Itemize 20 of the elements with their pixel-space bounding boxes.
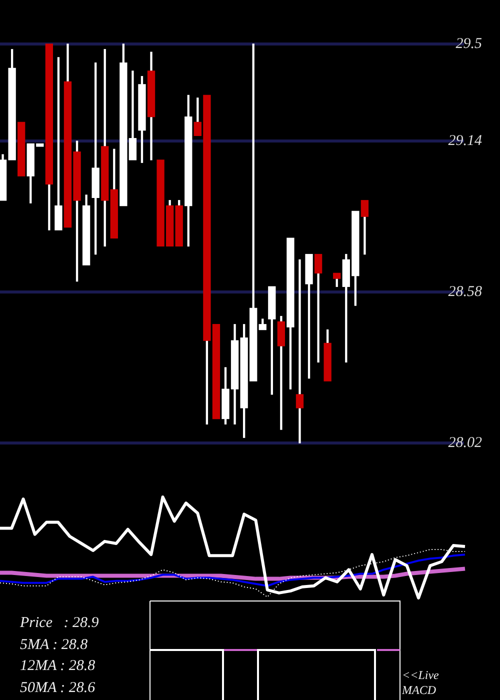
candlestick xyxy=(92,62,100,255)
candlestick xyxy=(18,122,26,176)
y-tick-label: 29.5 xyxy=(456,36,482,52)
text: 5MA : 28.8 xyxy=(20,636,88,654)
text: MACD xyxy=(402,683,436,697)
candlestick xyxy=(296,259,304,444)
candlestick xyxy=(305,254,313,379)
candlestick xyxy=(45,44,54,230)
candlestick xyxy=(82,194,90,266)
y-tick-label: 28.58 xyxy=(448,284,482,300)
text: <<Live xyxy=(402,668,439,682)
text: Price : 28.9 xyxy=(20,614,99,632)
candlestick xyxy=(286,238,294,390)
candlestick xyxy=(268,286,276,395)
y-tick-label: 28.02 xyxy=(448,434,482,451)
candlestick xyxy=(54,57,62,230)
candlestick xyxy=(184,94,192,247)
text: 12MA : 28.8 xyxy=(20,657,96,675)
text: 50MA : 28.6 xyxy=(20,678,96,696)
y-tick-label: 29.14 xyxy=(448,132,482,149)
